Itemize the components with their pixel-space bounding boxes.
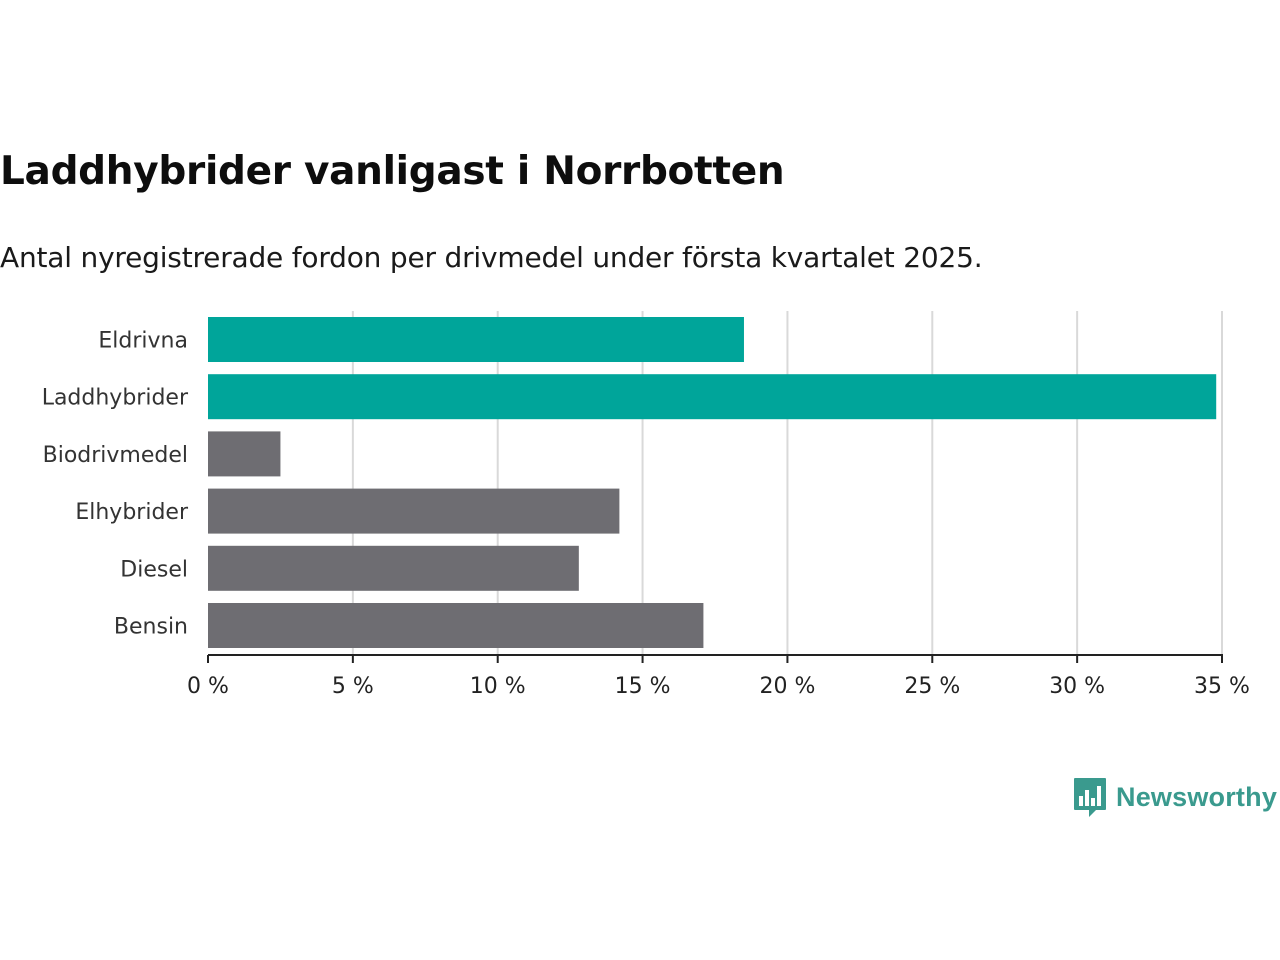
x-tick-label: 35 %	[1194, 674, 1250, 699]
grid-lines	[351, 311, 1223, 655]
bars	[208, 317, 1217, 648]
bar-bensin	[208, 603, 704, 648]
chart-title: Laddhybrider vanligast i Norrbotten	[0, 149, 785, 194]
x-tick-label: 10 %	[470, 674, 526, 699]
bar-diesel	[208, 545, 579, 591]
bar-laddhybrider	[208, 374, 1217, 420]
category-label: Eldrivna	[98, 329, 188, 354]
newsworthy-logo-icon	[1074, 778, 1106, 817]
category-label: Laddhybrider	[42, 386, 189, 411]
x-tick-label: 25 %	[904, 674, 960, 699]
x-tick-label: 5 %	[332, 674, 374, 699]
category-label: Biodrivmedel	[43, 443, 188, 468]
x-tick-label: 30 %	[1049, 674, 1105, 699]
chart-subtitle: Antal nyregistrerade fordon per drivmede…	[0, 241, 983, 274]
brand-name: Newsworthy	[1116, 781, 1278, 812]
bar-eldrivna	[208, 317, 744, 362]
category-labels: Eldrivna Laddhybrider Biodrivmedel Elhybrid…	[42, 329, 189, 640]
x-tick-label: 20 %	[759, 674, 815, 699]
newsworthy-logo: Newsworthy	[1072, 776, 1277, 818]
bar-biodrivmedel	[208, 431, 281, 477]
category-label: Bensin	[114, 615, 188, 640]
category-label: Diesel	[120, 557, 188, 582]
bar-elhybrider	[208, 488, 620, 534]
x-tick-label: 15 %	[615, 674, 671, 699]
category-label: Elhybrider	[75, 500, 189, 525]
x-tick-label: 0 %	[187, 674, 229, 699]
x-axis: 0 % 5 % 10 % 15 % 20 % 25 % 30 % 35 %	[187, 654, 1250, 699]
